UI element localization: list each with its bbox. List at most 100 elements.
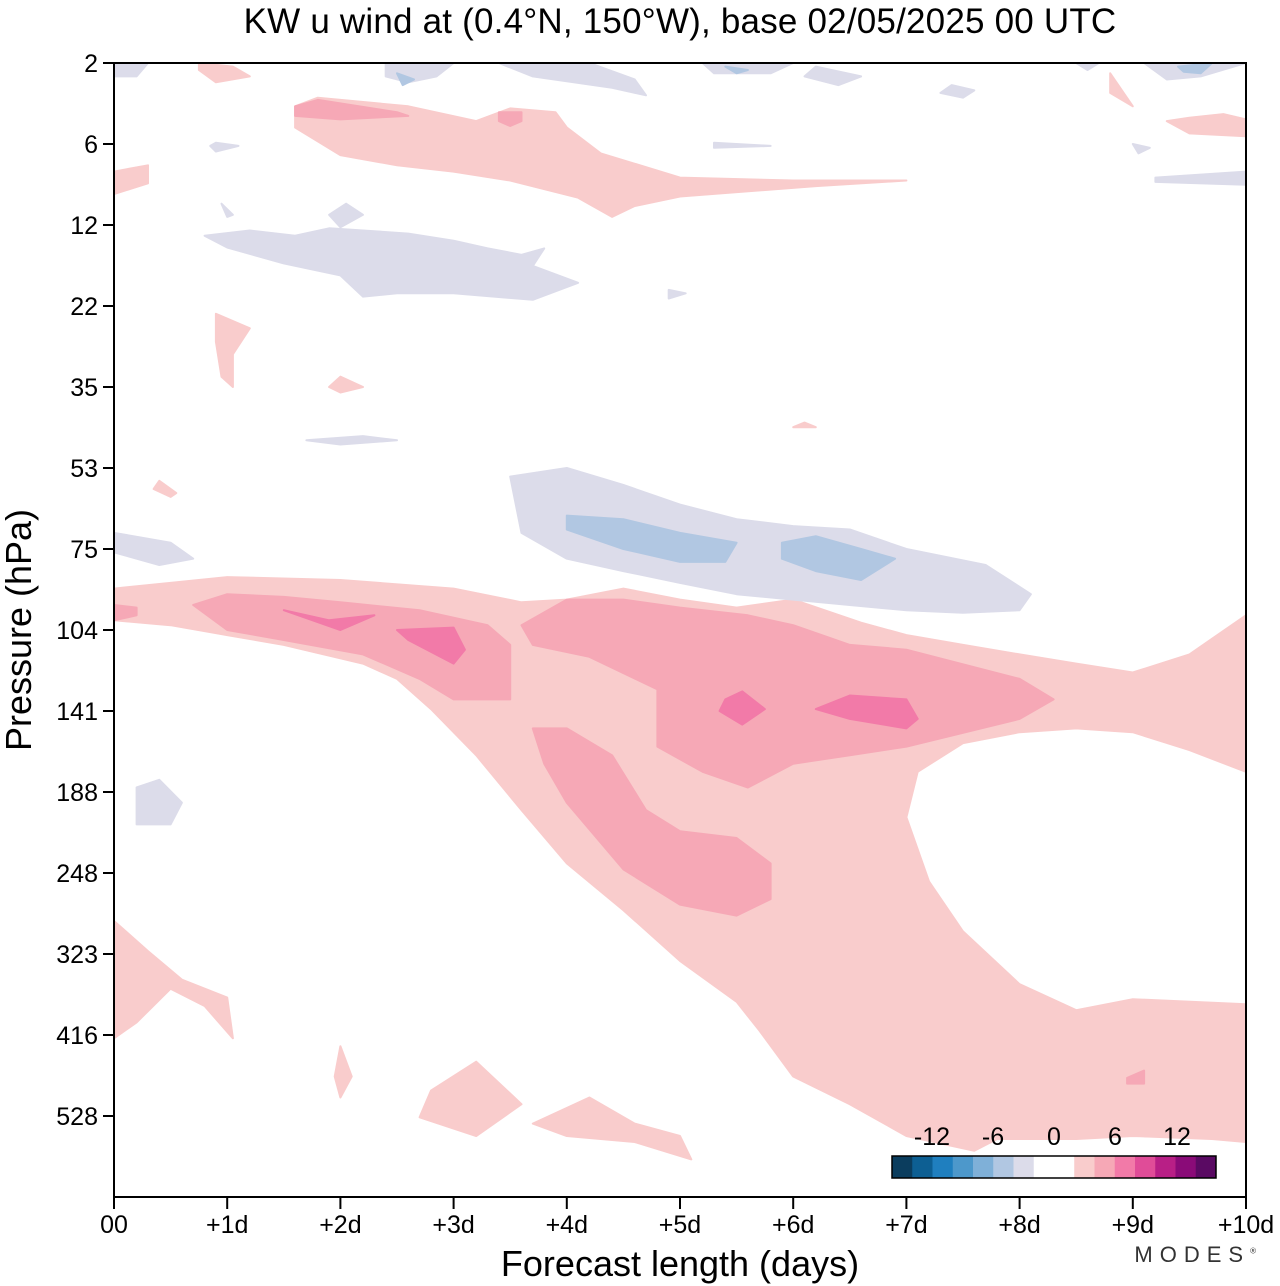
brand-logo: MODES® xyxy=(1134,1242,1256,1267)
colorbar-label: -6 xyxy=(982,1123,1004,1151)
contour-region-neg3-9 xyxy=(713,141,772,149)
colorbar-swatch xyxy=(973,1156,994,1178)
contour-region-pos3-6 xyxy=(197,63,251,84)
contour-region-pos6-5 xyxy=(497,111,523,127)
contour-region-neg3-15 xyxy=(667,288,687,300)
x-axis-label: Forecast length (days) xyxy=(501,1243,859,1284)
colorbar-label: -12 xyxy=(914,1123,950,1151)
contour-region-neg6-4 xyxy=(1177,63,1213,75)
colorbar-swatch xyxy=(912,1156,933,1178)
contour-region-neg3-3 xyxy=(701,63,795,75)
contour-region-pos3-9 xyxy=(1165,113,1246,138)
x-tick-label: +9d xyxy=(1112,1211,1154,1239)
contour-region-neg3-13 xyxy=(328,202,364,229)
contour-region-neg6-3 xyxy=(724,65,749,75)
colorbar-swatch xyxy=(1054,1156,1075,1178)
x-tick-label: +3d xyxy=(432,1211,474,1239)
x-tick-label: 00 xyxy=(100,1211,128,1239)
colorbar-swatch xyxy=(1013,1156,1035,1178)
contour-region-pos3-4 xyxy=(531,1096,693,1161)
chart-title: KW u wind at (0.4°N, 150°W), base 02/05/… xyxy=(243,2,1117,41)
contour-region-pos9-1 xyxy=(396,626,466,665)
colorbar-swatch xyxy=(1175,1156,1197,1178)
colorbar-swatch xyxy=(1074,1156,1095,1178)
contour-region-neg3-1 xyxy=(384,63,455,84)
contour-region-neg3-12 xyxy=(203,227,580,301)
contour-layer xyxy=(114,63,1246,1161)
contour-region-pos3-3 xyxy=(418,1060,523,1137)
contour-region-pos3-5 xyxy=(114,164,149,195)
contour-region-neg3-16 xyxy=(114,531,195,566)
contour-region-neg3-4 xyxy=(803,65,863,87)
contour-region-neg3-11 xyxy=(1154,170,1246,186)
contour-region-neg3-0 xyxy=(114,63,149,78)
contour-region-neg3-14 xyxy=(220,202,234,218)
contour-region-pos3-1 xyxy=(114,920,234,1040)
contour-region-pos3-7 xyxy=(294,96,908,218)
y-tick-label: 528 xyxy=(56,1103,98,1131)
colorbar-swatch xyxy=(1094,1156,1116,1178)
colorbar-frame xyxy=(891,1155,1217,1179)
y-axis-label: Pressure (hPa) xyxy=(0,509,39,751)
contour-region-pos3-12 xyxy=(152,479,178,498)
y-tick-label: 416 xyxy=(56,1022,98,1050)
y-tick-label: 22 xyxy=(70,293,98,321)
x-tick-label: +8d xyxy=(998,1211,1040,1239)
y-tick-label: 35 xyxy=(70,374,98,402)
y-tick-label: 141 xyxy=(56,698,98,726)
contour-region-pos3-10 xyxy=(214,312,251,388)
y-tick-label: 323 xyxy=(56,941,98,969)
x-axis: 00 +1d +2d +3d +4d +5d +6d +7d +8d +9d +10d xyxy=(100,1197,1274,1239)
y-tick-label: 75 xyxy=(70,536,98,564)
colorbar-swatch xyxy=(1155,1156,1176,1178)
colorbar-swatch xyxy=(1033,1156,1055,1178)
x-tick-label: +2d xyxy=(319,1211,361,1239)
contour-region-neg6-1 xyxy=(780,535,897,581)
contour-region-pos9-2 xyxy=(718,690,766,726)
colorbar-label: 12 xyxy=(1163,1123,1191,1151)
contour-region-neg6-0 xyxy=(565,514,738,563)
colorbar-swatch xyxy=(952,1156,974,1178)
y-tick-label: 188 xyxy=(56,779,98,807)
x-tick-label: +1d xyxy=(206,1211,248,1239)
contour-region-neg3-2 xyxy=(497,63,647,97)
x-tick-label: +7d xyxy=(885,1211,927,1239)
x-tick-label: +10d xyxy=(1218,1211,1274,1239)
y-tick-label: 6 xyxy=(84,131,98,159)
x-tick-label: +6d xyxy=(772,1211,814,1239)
x-tick-label: +5d xyxy=(659,1211,701,1239)
y-tick-label: 2 xyxy=(84,50,98,78)
contour-region-pos6-4 xyxy=(294,98,410,121)
colorbar-swatch xyxy=(932,1156,954,1178)
y-tick-label: 53 xyxy=(70,455,98,483)
contour-region-pos3-11 xyxy=(328,375,364,394)
x-tick-label: +4d xyxy=(546,1211,588,1239)
y-axis: 2 6 12 22 35 53 75 104 141 188 248 323 416 528 xyxy=(56,50,114,1131)
y-tick-label: 12 xyxy=(70,212,98,240)
contour-region-neg3-18 xyxy=(305,435,398,446)
contour-region-pos6-2 xyxy=(520,598,1055,789)
y-tick-label: 248 xyxy=(56,860,98,888)
contour-region-pos9-0 xyxy=(282,609,376,631)
contour-region-pos3-13 xyxy=(792,421,817,429)
contour-region-neg3-10 xyxy=(1131,143,1151,155)
contour-region-neg3-19 xyxy=(509,467,1032,614)
y-tick-label: 104 xyxy=(56,617,98,645)
contour-region-neg6-2 xyxy=(396,72,415,87)
colorbar-label: 0 xyxy=(1047,1123,1061,1151)
colorbar-swatch xyxy=(892,1156,913,1178)
contour-region-pos6-0 xyxy=(114,604,138,622)
contour-region-neg3-8 xyxy=(209,141,240,153)
contour-region-pos6-6 xyxy=(1126,1069,1146,1085)
colorbar: -12 -6 0 6 12 xyxy=(891,1123,1217,1179)
contour-region-pos6-3 xyxy=(531,727,772,917)
contour-region-neg3-17 xyxy=(135,778,183,826)
contour-region-pos9-3 xyxy=(814,694,919,730)
colorbar-swatch xyxy=(1195,1156,1217,1178)
colorbar-swatch xyxy=(993,1156,1014,1178)
contour-region-pos3-8 xyxy=(1109,72,1134,108)
contour-region-neg3-5 xyxy=(939,84,976,99)
colorbar-label: 6 xyxy=(1108,1123,1122,1151)
contour-region-neg3-6 xyxy=(1075,63,1100,71)
